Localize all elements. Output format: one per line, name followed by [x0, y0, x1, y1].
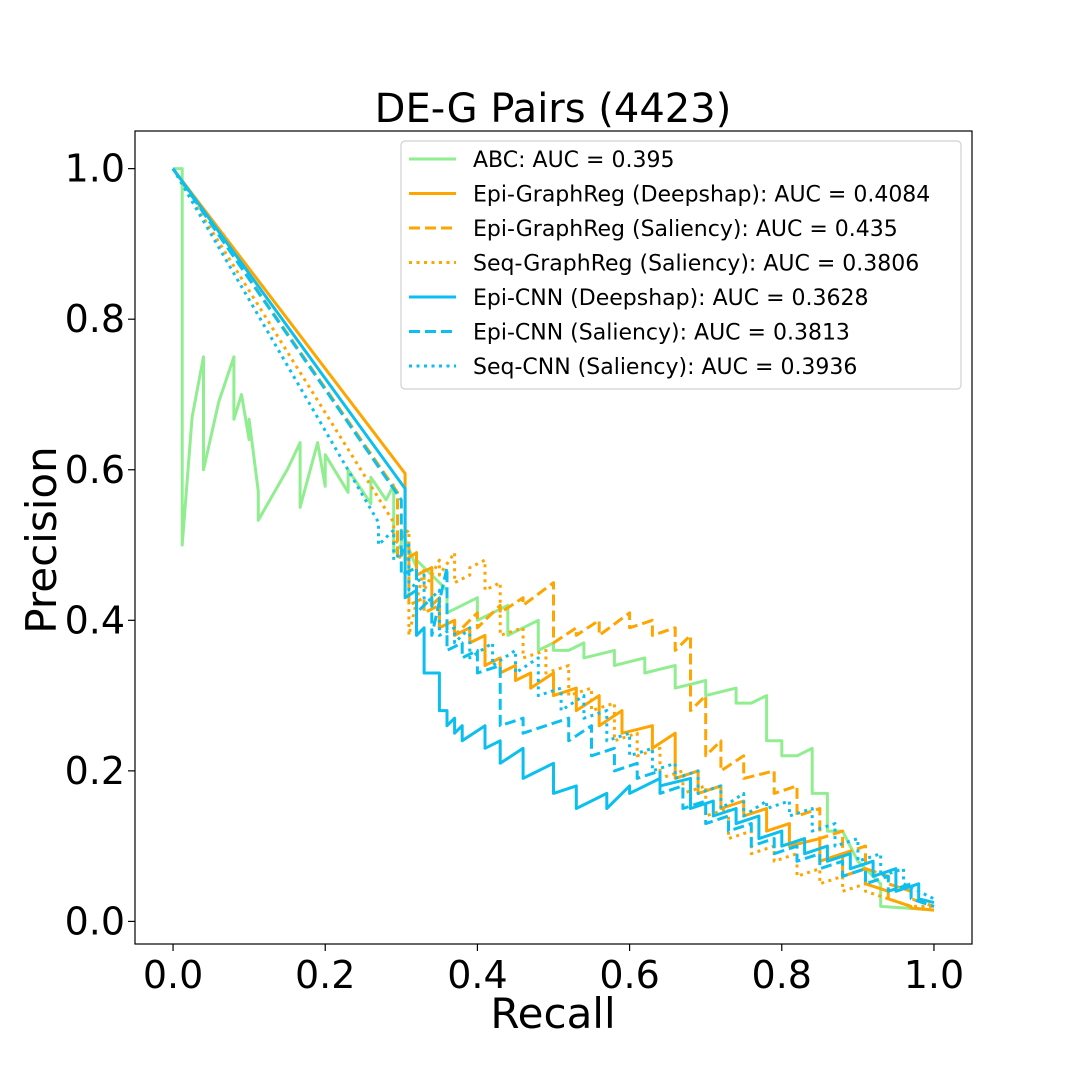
series-line-3	[171, 167, 935, 908]
legend-box	[400, 140, 962, 390]
legend-label: ABC: AUC = 0.395	[473, 148, 674, 173]
y-tick-label: 0.2	[65, 749, 125, 793]
legend-label: Epi-CNN (Deepshap): AUC = 0.3628	[473, 286, 869, 311]
y-tick-label: 0.0	[65, 899, 125, 943]
ticks-layer: 0.0 0.2 0.4 0.6 0.8 1.0 0.0 0.2 0.4 0.6 0.8 1.0	[65, 147, 965, 997]
x-tick-label: 0.6	[599, 953, 659, 997]
legend-label: Seq-CNN (Saliency): AUC = 0.3936	[473, 355, 857, 380]
x-tick-label: 1.0	[904, 953, 964, 997]
x-tick-label: 0.2	[295, 953, 355, 997]
x-axis-label: Recall	[490, 989, 615, 1038]
x-tick-label: 0.0	[143, 953, 203, 997]
plot-frame	[134, 130, 973, 945]
series-line-6	[171, 167, 935, 908]
series-line-5	[171, 167, 935, 905]
y-tick-label: 1.0	[65, 147, 125, 191]
series-layer	[171, 167, 935, 912]
y-axis-label: Precision	[17, 446, 66, 633]
x-tick-label: 0.8	[752, 953, 812, 997]
legend-label: Epi-GraphReg (Saliency): AUC = 0.435	[473, 217, 898, 242]
y-tick-label: 0.8	[65, 297, 125, 341]
series-line-1	[173, 167, 935, 912]
x-tick-label: 0.4	[447, 953, 507, 997]
legend: ABC: AUC = 0.395 Epi-GraphReg (Deepshap):…	[400, 140, 962, 390]
y-tick-label: 0.4	[65, 598, 125, 642]
series-line-4	[171, 167, 934, 908]
y-tick-label: 0.6	[65, 448, 125, 492]
legend-label: Epi-GraphReg (Deepshap): AUC = 0.4084	[473, 183, 930, 208]
legend-label: Epi-CNN (Saliency): AUC = 0.3813	[473, 321, 850, 346]
chart-title: DE-G Pairs (4423)	[375, 86, 732, 132]
legend-label: Seq-GraphReg (Saliency): AUC = 0.3806	[473, 252, 919, 277]
